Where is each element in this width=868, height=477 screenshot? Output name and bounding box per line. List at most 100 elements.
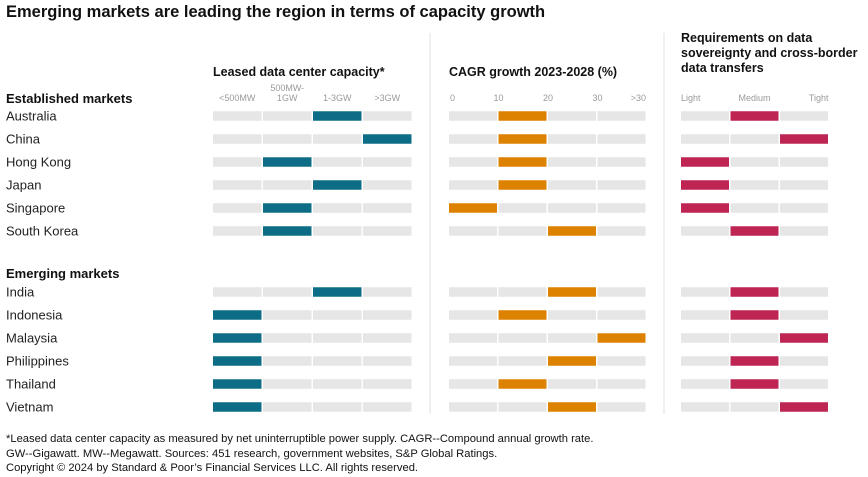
track-segment: [449, 333, 497, 343]
marker-japan-requirements: [681, 180, 729, 190]
track-segment: [681, 226, 729, 236]
track-segment: [597, 134, 646, 144]
track-segment: [548, 310, 596, 320]
market-label-vietnam: Vietnam: [6, 400, 53, 415]
track-segment: [449, 157, 497, 167]
track-segment: [548, 111, 596, 121]
marker-singapore-capacity: [263, 203, 312, 213]
track-segment: [498, 356, 547, 366]
market-label-australia: Australia: [6, 109, 57, 124]
track-segment: [313, 226, 362, 236]
marker-singapore-cagr: [449, 203, 497, 213]
track-segment: [313, 157, 362, 167]
track-segment: [263, 356, 312, 366]
track-segment: [498, 402, 547, 412]
track-segment: [597, 226, 646, 236]
footnote-1: *Leased data center capacity as measured…: [6, 433, 594, 445]
level-label: 0: [450, 93, 455, 103]
track-segment: [363, 402, 412, 412]
panel-title: CAGR growth 2023-2028 (%): [449, 65, 617, 79]
track-segment: [597, 310, 646, 320]
track-segment: [780, 310, 828, 320]
track-segment: [263, 379, 312, 389]
panel-title: Leased data center capacity*: [213, 65, 385, 79]
marker-philippines-requirements: [730, 356, 779, 366]
track-segment: [313, 379, 362, 389]
track-segment: [313, 333, 362, 343]
marker-australia-capacity: [313, 111, 362, 121]
marker-thailand-cagr: [498, 379, 547, 389]
marker-india-capacity: [313, 287, 362, 297]
level-label: 20: [543, 93, 553, 103]
marker-malaysia-capacity: [213, 333, 262, 343]
marker-china-capacity: [363, 134, 412, 144]
chart-title: Emerging markets are leading the region …: [6, 3, 546, 21]
track-segment: [548, 203, 596, 213]
track-segment: [548, 379, 596, 389]
marker-china-requirements: [780, 134, 828, 144]
track-segment: [449, 180, 497, 190]
marker-vietnam-cagr: [548, 402, 596, 412]
track-segment: [780, 157, 828, 167]
track-segment: [449, 287, 497, 297]
track-segment: [498, 287, 547, 297]
level-label: >30: [631, 93, 646, 103]
marker-thailand-requirements: [730, 379, 779, 389]
track-segment: [449, 356, 497, 366]
marker-india-cagr: [548, 287, 596, 297]
market-label-malaysia: Malaysia: [6, 331, 58, 346]
marker-vietnam-capacity: [213, 402, 262, 412]
track-segment: [548, 134, 596, 144]
track-segment: [780, 203, 828, 213]
track-segment: [363, 111, 412, 121]
market-label-japan: Japan: [6, 178, 41, 193]
track-segment: [780, 379, 828, 389]
track-segment: [213, 203, 262, 213]
track-segment: [363, 157, 412, 167]
level-label: Light: [681, 93, 701, 103]
track-segment: [449, 111, 497, 121]
track-segment: [498, 333, 547, 343]
marker-hong-kong-capacity: [263, 157, 312, 167]
marker-vietnam-requirements: [780, 402, 828, 412]
track-segment: [213, 157, 262, 167]
track-segment: [363, 180, 412, 190]
track-segment: [597, 111, 646, 121]
marker-south-korea-cagr: [548, 226, 596, 236]
marker-indonesia-requirements: [730, 310, 779, 320]
market-label-philippines: Philippines: [6, 354, 69, 369]
track-segment: [313, 134, 362, 144]
track-segment: [263, 402, 312, 412]
marker-japan-cagr: [498, 180, 547, 190]
track-segment: [449, 379, 497, 389]
footnote-3: Copyright © 2024 by Standard & Poor’s Fi…: [6, 462, 419, 474]
track-segment: [263, 111, 312, 121]
track-segment: [263, 287, 312, 297]
marker-malaysia-requirements: [780, 333, 828, 343]
track-segment: [597, 402, 646, 412]
footnote-2: GW--Gigawatt. MW--Megawatt. Sources: 451…: [6, 448, 498, 460]
track-segment: [730, 180, 779, 190]
marker-malaysia-cagr: [597, 333, 646, 343]
marker-thailand-capacity: [213, 379, 262, 389]
track-segment: [313, 356, 362, 366]
track-segment: [449, 402, 497, 412]
track-segment: [780, 356, 828, 366]
marker-philippines-capacity: [213, 356, 262, 366]
track-segment: [597, 379, 646, 389]
track-segment: [213, 134, 262, 144]
level-label: 1GW: [277, 93, 298, 103]
track-segment: [498, 226, 547, 236]
panel-title: data transfers: [681, 61, 764, 75]
track-segment: [213, 287, 262, 297]
level-label: 10: [493, 93, 503, 103]
track-segment: [363, 333, 412, 343]
track-segment: [681, 310, 729, 320]
market-label-hong-kong: Hong Kong: [6, 155, 71, 170]
track-segment: [681, 333, 729, 343]
track-segment: [597, 157, 646, 167]
track-segment: [449, 226, 497, 236]
track-segment: [780, 226, 828, 236]
track-segment: [363, 356, 412, 366]
marker-singapore-requirements: [681, 203, 729, 213]
